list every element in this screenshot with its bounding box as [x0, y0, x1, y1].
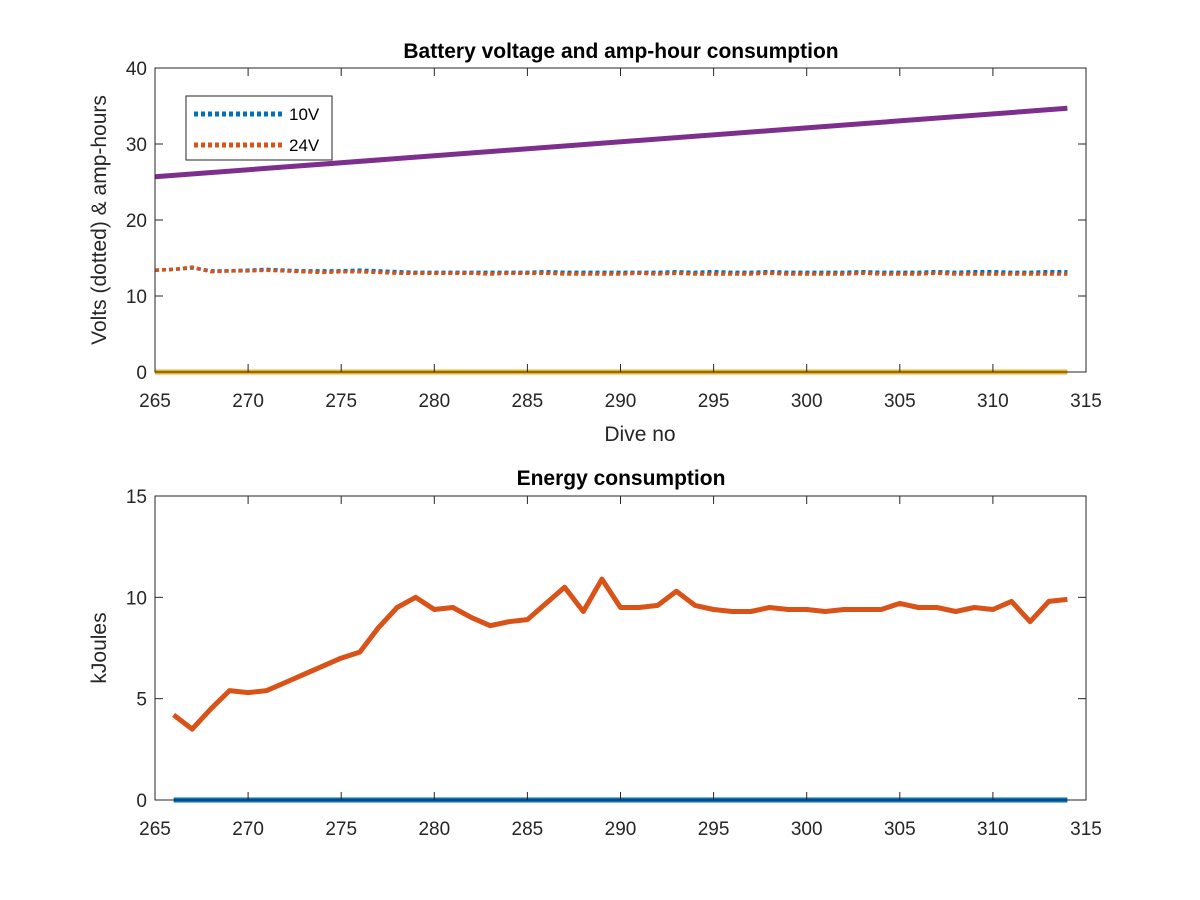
voltage-y-tick-label: 10 [126, 287, 147, 308]
energy-series-series-1 [172, 576, 1068, 732]
energy-x-tick-label: 300 [791, 819, 823, 840]
energy-x-tick-label: 275 [325, 819, 357, 840]
energy-y-tick-label: 0 [136, 791, 147, 812]
voltage-x-tick-label: 305 [884, 391, 916, 412]
voltage-y-tick-label: 30 [126, 135, 147, 156]
legend-label-24v: 24V [289, 136, 320, 155]
voltage-x-tick-label: 285 [512, 391, 544, 412]
voltage-y-tick-label: 0 [136, 363, 147, 384]
voltage-x-tick-label: 315 [1070, 391, 1102, 412]
voltage-series-series-3 [154, 105, 1068, 180]
voltage-x-tick-label: 275 [325, 391, 357, 412]
energy-x-tick-label: 270 [232, 819, 264, 840]
energy-x-tick-label: 290 [605, 819, 637, 840]
energy-y-tick-label: 10 [126, 588, 147, 609]
energy-x-tick-label: 310 [977, 819, 1009, 840]
voltage-chart-title: Battery voltage and amp-hour consumption [403, 40, 838, 63]
voltage-x-tick-label: 280 [418, 391, 450, 412]
voltage-legend: 10V 24V [185, 95, 333, 161]
voltage-x-tick-label: 300 [791, 391, 823, 412]
energy-axes: Energy consumption kJoules 265 270 275 280 2… [88, 467, 1102, 840]
voltage-series-24v [154, 265, 1068, 276]
energy-x-tick-label: 285 [512, 819, 544, 840]
voltage-x-tick-label: 290 [605, 391, 637, 412]
legend-label-10v: 10V [289, 105, 320, 124]
voltage-x-tick-label: 310 [977, 391, 1009, 412]
voltage-y-tick-label: 40 [126, 59, 147, 80]
voltage-y-axis-label: Volts (dotted) & amp-hours [88, 95, 111, 345]
voltage-axes: Battery voltage and amp-hour consumption… [88, 40, 1102, 446]
energy-x-tick-label: 315 [1070, 819, 1102, 840]
voltage-x-tick-label: 270 [232, 391, 264, 412]
voltage-x-tick-label: 295 [698, 391, 730, 412]
energy-y-tick-label: 15 [126, 487, 147, 508]
energy-x-tick-label: 305 [884, 819, 916, 840]
energy-x-tick-label: 265 [139, 819, 171, 840]
voltage-x-tick-label: 265 [139, 391, 171, 412]
voltage-x-axis-label: Dive no [604, 423, 675, 446]
energy-x-tick-label: 280 [418, 819, 450, 840]
legend-box [185, 95, 333, 161]
voltage-y-tick-label: 20 [126, 211, 147, 232]
energy-y-tick-label: 5 [136, 690, 147, 711]
energy-y-axis-label: kJoules [88, 612, 111, 683]
energy-chart-title: Energy consumption [517, 467, 726, 490]
energy-x-tick-label: 295 [698, 819, 730, 840]
